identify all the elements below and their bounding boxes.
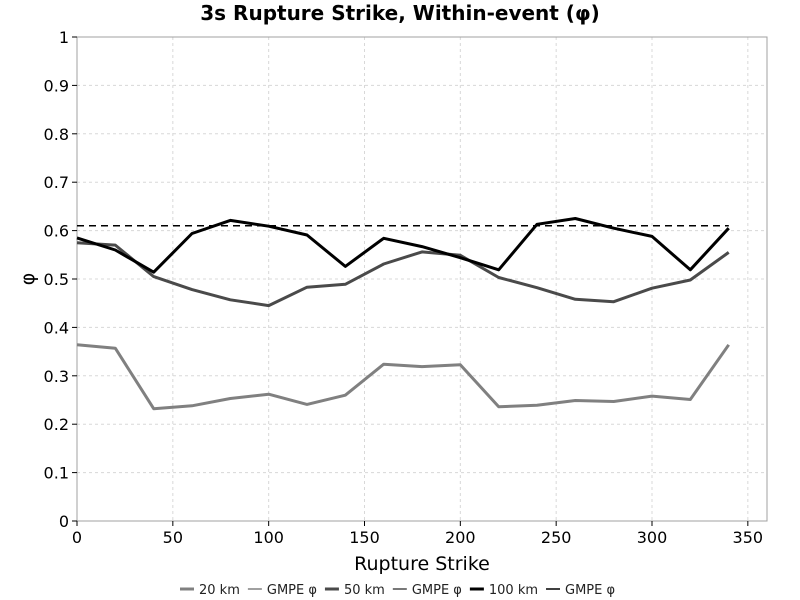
series-line-20-km-0: [76, 343, 730, 411]
y-axis: 0 0.1 0.2 0.3 0.4 0.5 0.6 0.7 0.8 0.9 1: [44, 28, 77, 531]
legend-label: 50 km: [344, 583, 385, 598]
series-line-50-km-2: [76, 241, 730, 308]
y-tick-label: 0.4: [44, 318, 69, 337]
x-tick-label: 150: [349, 528, 380, 547]
y-tick-label: 0.7: [44, 173, 69, 192]
grid: [77, 37, 767, 521]
legend-item: GMPE φ: [392, 583, 462, 598]
y-tick-label: 0.9: [44, 76, 69, 95]
legend-item: 100 km: [469, 583, 538, 598]
legend: 20 km GMPE φ 50 km GMPE φ 100 km GMPE φ: [180, 583, 615, 598]
x-tick-label: 250: [541, 528, 572, 547]
y-tick-label: 0.1: [44, 464, 69, 483]
x-tick-label: 50: [163, 528, 183, 547]
legend-item: 50 km: [324, 583, 385, 598]
legend-label: GMPE φ: [412, 583, 462, 598]
x-tick-label: 350: [733, 528, 764, 547]
x-axis: 0 50 100 150 200 250 300 350: [72, 521, 763, 547]
legend-label: 100 km: [489, 583, 538, 598]
chart-title: 3s Rupture Strike, Within-event (φ): [200, 1, 599, 25]
series-lines: [76, 217, 730, 411]
legend-item: 20 km: [180, 583, 240, 598]
y-axis-label: φ: [17, 273, 39, 286]
y-tick-label: 0.5: [44, 270, 69, 289]
y-tick-label: 0.8: [44, 125, 69, 144]
series-line-100-km-4: [76, 217, 730, 274]
y-tick-label: 0.3: [44, 367, 69, 386]
legend-item: GMPE φ: [247, 583, 317, 598]
legend-label: 20 km: [199, 583, 240, 598]
legend-label: GMPE φ: [267, 583, 317, 598]
y-tick-label: 0.6: [44, 222, 69, 241]
legend-item: GMPE φ: [546, 583, 615, 598]
x-tick-label: 200: [445, 528, 476, 547]
x-axis-label: Rupture Strike: [354, 553, 490, 575]
legend-label: GMPE φ: [565, 583, 615, 598]
y-tick-label: 0: [59, 512, 69, 531]
x-tick-label: 300: [637, 528, 668, 547]
x-tick-label: 100: [253, 528, 284, 547]
y-tick-label: 0.2: [44, 415, 69, 434]
y-tick-label: 1: [59, 28, 69, 47]
x-tick-label: 0: [72, 528, 82, 547]
